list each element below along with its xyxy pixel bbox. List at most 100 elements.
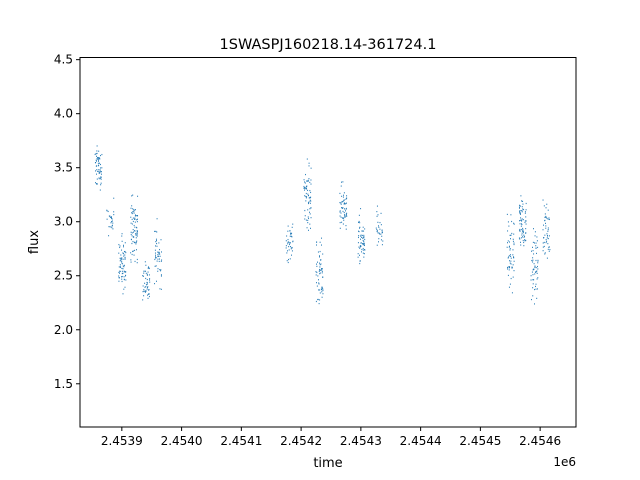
data-point (376, 205, 378, 207)
data-point (519, 230, 521, 232)
data-point (143, 270, 145, 272)
data-point (321, 268, 323, 270)
data-point (343, 219, 345, 221)
data-point (532, 241, 534, 243)
data-point (97, 158, 99, 160)
data-point (135, 215, 137, 217)
data-point (522, 231, 524, 234)
data-point (285, 240, 287, 242)
data-point (363, 253, 365, 255)
data-point (317, 275, 319, 277)
data-point (363, 256, 365, 258)
data-point (286, 250, 288, 252)
data-point (381, 230, 383, 232)
data-point (342, 217, 344, 219)
data-point (321, 286, 323, 288)
data-point (155, 257, 157, 259)
data-point (379, 221, 381, 224)
data-point (307, 193, 309, 195)
data-point (523, 208, 525, 211)
data-point (111, 220, 113, 222)
data-point (547, 218, 549, 220)
data-point (535, 271, 536, 273)
data-point (124, 271, 126, 273)
data-point (322, 293, 324, 295)
data-point (144, 282, 146, 284)
data-point (137, 195, 139, 197)
data-point (512, 254, 514, 256)
data-point (291, 236, 293, 238)
data-point (344, 208, 345, 210)
data-point (308, 165, 310, 167)
data-point (523, 234, 525, 236)
data-point (344, 216, 346, 218)
data-point (106, 210, 108, 212)
data-point (317, 298, 319, 301)
data-point (308, 202, 309, 205)
data-point (547, 230, 549, 232)
data-point (522, 239, 524, 242)
data-point (341, 207, 343, 209)
data-point (95, 159, 97, 161)
data-point (317, 261, 318, 263)
data-point (134, 233, 136, 235)
data-point (305, 200, 307, 202)
data-point (157, 258, 159, 260)
data-point (112, 224, 113, 226)
data-point (124, 256, 126, 259)
data-point (133, 236, 135, 238)
data-point (362, 252, 364, 254)
data-point (130, 207, 132, 209)
data-point (124, 250, 126, 253)
data-point (531, 298, 532, 301)
data-point (134, 226, 136, 228)
data-point (100, 176, 102, 179)
data-point (344, 203, 346, 205)
data-point (346, 202, 347, 204)
data-point (509, 247, 511, 250)
data-point (522, 230, 524, 232)
data-point (547, 248, 549, 250)
data-point (306, 158, 308, 160)
data-point (537, 268, 539, 270)
data-point (542, 242, 544, 244)
data-point (319, 272, 321, 274)
data-point (99, 171, 101, 174)
data-point (111, 227, 113, 229)
data-point (122, 268, 124, 270)
data-point (136, 249, 137, 251)
data-point (131, 232, 133, 234)
data-point (537, 259, 539, 261)
data-point (341, 207, 343, 209)
data-point (132, 194, 134, 196)
data-point (119, 257, 121, 259)
data-point (520, 219, 522, 221)
data-point (290, 242, 291, 244)
data-point (119, 246, 121, 249)
data-point (289, 235, 291, 237)
data-point (148, 293, 150, 295)
data-point (548, 250, 550, 252)
data-point (120, 254, 122, 256)
data-point (521, 220, 523, 222)
data-point (518, 207, 520, 209)
data-point (305, 187, 307, 190)
data-point (546, 233, 548, 235)
data-point (543, 241, 545, 244)
data-point (508, 269, 510, 271)
data-point (309, 181, 311, 184)
data-point (112, 222, 114, 224)
data-point (133, 212, 135, 214)
data-point (147, 271, 149, 273)
data-point (109, 216, 111, 218)
data-point (156, 242, 158, 245)
data-point (125, 251, 127, 254)
data-point (379, 233, 381, 235)
data-point (536, 272, 538, 274)
data-point (522, 236, 523, 238)
data-point (292, 241, 294, 243)
data-point (159, 269, 161, 271)
data-point (510, 238, 511, 240)
data-point (159, 248, 161, 251)
data-point (160, 275, 162, 277)
